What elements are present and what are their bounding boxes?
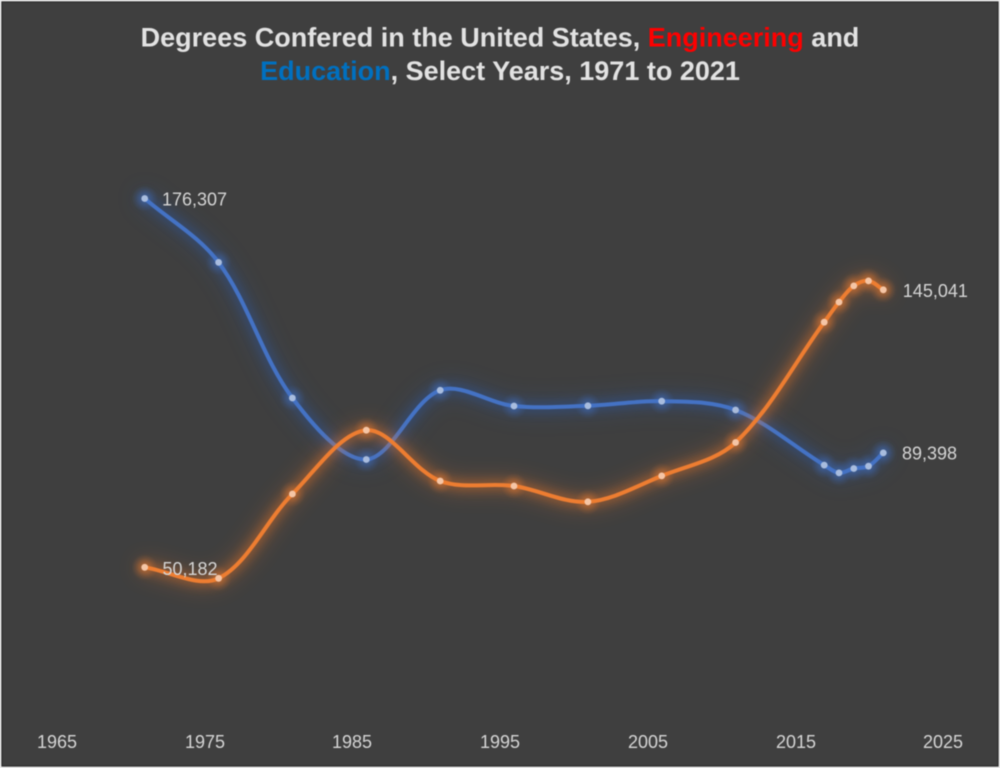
svg-text:2015: 2015 [776, 732, 816, 752]
svg-text:2025: 2025 [923, 732, 963, 752]
svg-text:1995: 1995 [480, 732, 520, 752]
svg-text:1975: 1975 [185, 732, 225, 752]
svg-text:145,041: 145,041 [903, 281, 968, 301]
svg-text:Education, Select Years, 1971: Education, Select Years, 1971 to 2021 [260, 56, 740, 86]
svg-text:50,182: 50,182 [163, 559, 218, 579]
svg-text:2005: 2005 [628, 732, 668, 752]
svg-text:89,398: 89,398 [902, 444, 957, 464]
svg-text:Degrees Confered in the United: Degrees Confered in the United States, E… [141, 23, 860, 53]
svg-text:1985: 1985 [332, 732, 372, 752]
svg-text:1965: 1965 [37, 732, 77, 752]
svg-text:176,307: 176,307 [162, 190, 227, 210]
